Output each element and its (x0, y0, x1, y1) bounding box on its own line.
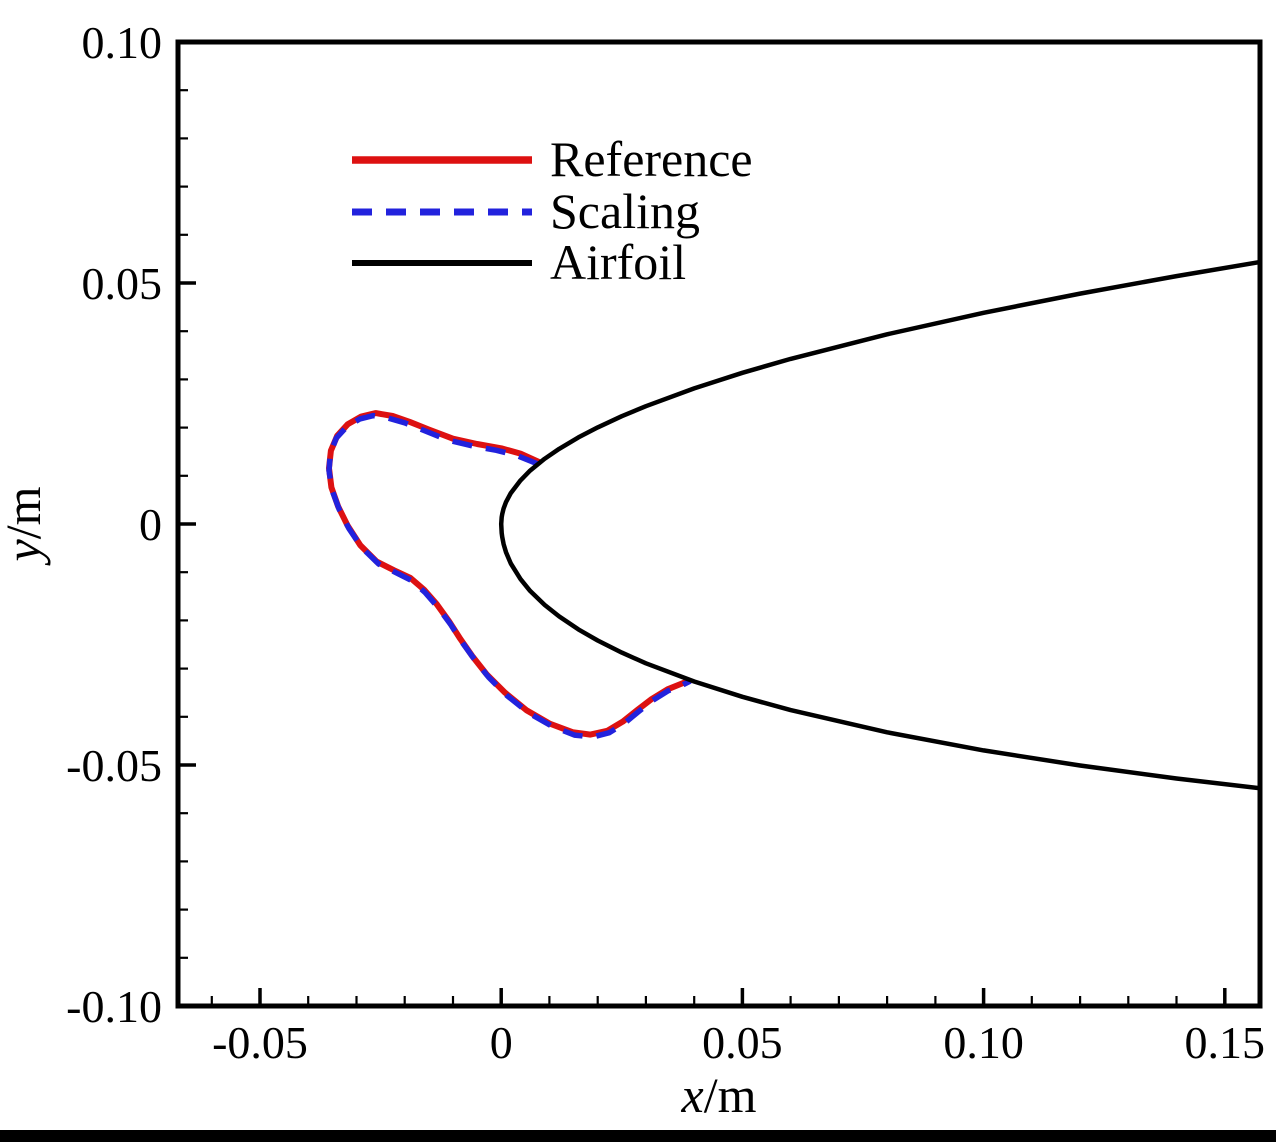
x-tick-label: 0.10 (943, 1017, 1024, 1068)
legend-label-airfoil: Airfoil (550, 234, 686, 290)
y-axis-label: y/m (0, 486, 51, 566)
y-tick-label: 0.05 (82, 258, 163, 309)
y-tick-label: 0.10 (82, 17, 163, 68)
plot-series (326, 259, 1260, 791)
x-tick-label: 0 (490, 1017, 513, 1068)
x-axis-label-variable: x (681, 1067, 704, 1123)
y-tick-label: -0.10 (66, 981, 162, 1032)
legend-label-reference: Reference (550, 131, 753, 187)
y-tick-label: 0 (139, 499, 162, 550)
series-airfoil-line (498, 259, 1260, 791)
x-tick-label: 0.15 (1185, 1017, 1266, 1068)
x-tick-label: 0.05 (702, 1017, 783, 1068)
x-axis-label-unit: /m (704, 1067, 757, 1123)
y-axis-label-variable: y (0, 539, 51, 567)
x-tick-label: -0.05 (212, 1017, 308, 1068)
series-scaling-line (326, 412, 692, 740)
series-reference-line (326, 410, 692, 738)
legend: Reference Scaling Airfoil (352, 131, 753, 290)
y-tick-label: -0.05 (66, 740, 162, 791)
legend-label-scaling: Scaling (550, 183, 700, 239)
y-axis-label-unit: /m (0, 486, 51, 539)
bottom-border-bar (0, 1130, 1276, 1142)
x-axis-label: x/m (681, 1067, 757, 1123)
plot-border (175, 39, 1263, 1009)
